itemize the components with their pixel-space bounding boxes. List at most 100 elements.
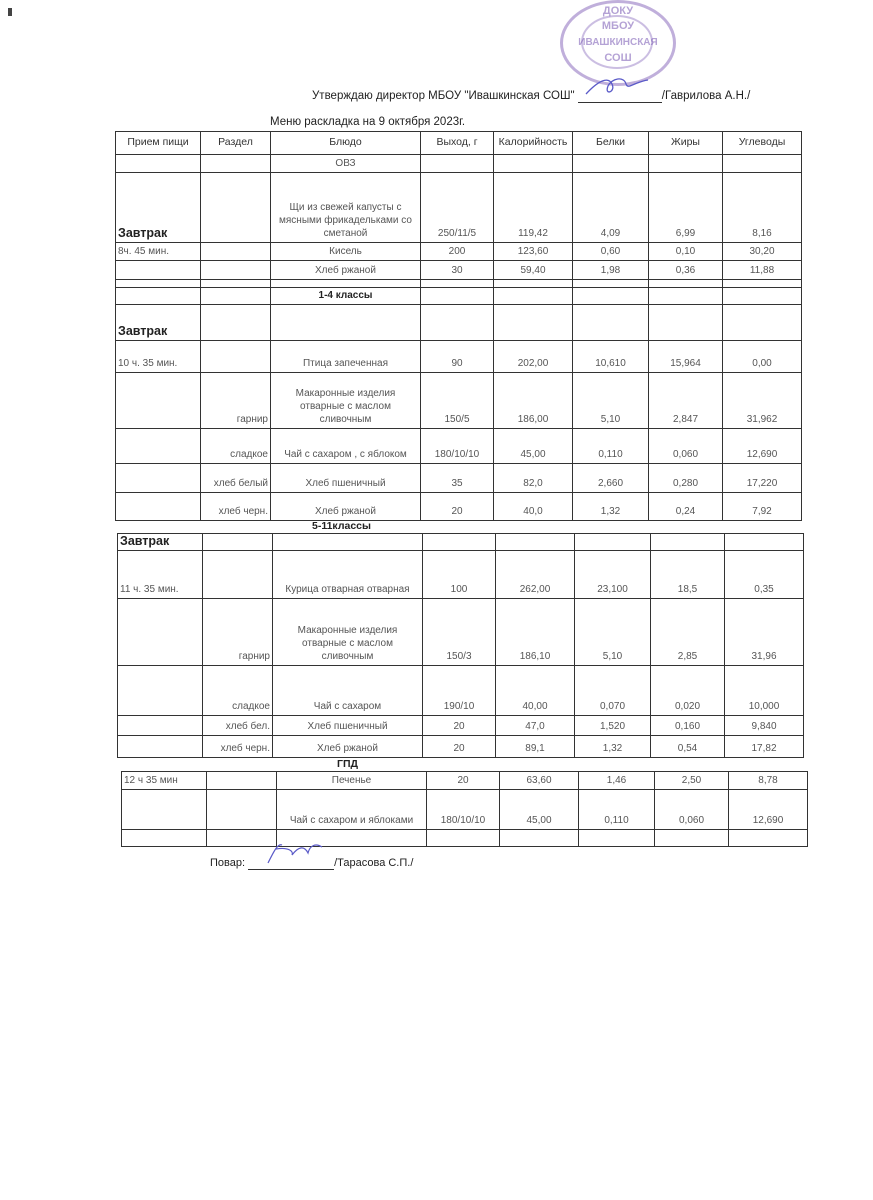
- meal-cell: 11 ч. 35 мин.: [117, 550, 203, 599]
- director-name: /Гаврилова А.Н./: [661, 90, 751, 102]
- yield-cell: 250/11/5: [420, 172, 494, 243]
- calories-cell: 202,00: [493, 340, 573, 373]
- menu-table-main: Прием пищи Раздел Блюдо Выход, г Калорийност…: [115, 131, 802, 521]
- fat-cell: 15,964: [648, 340, 723, 373]
- yield-cell: 180/10/10: [420, 428, 494, 464]
- yield-cell: 150/3: [422, 598, 496, 666]
- meal-cell: [115, 428, 201, 464]
- fat-cell: 2,85: [650, 598, 725, 666]
- carbs-cell: 30,20: [722, 242, 802, 261]
- table-row: Чай с сахаром и яблоками 180/10/10 45,00 0,…: [121, 789, 808, 830]
- table-row: Завтрак: [115, 304, 802, 341]
- column-header: Выход, г: [420, 131, 494, 155]
- yield-cell: 20: [422, 715, 496, 736]
- protein-cell: 5,10: [572, 372, 649, 429]
- section-cell: гарнир: [202, 598, 273, 666]
- cook-label: Повар:: [210, 857, 249, 869]
- approval-line: Утверждаю директор МБОУ "Ивашкинская СОШ…: [312, 78, 751, 103]
- calories-cell: [493, 154, 573, 173]
- section-cell: [200, 172, 271, 243]
- calories-cell: [493, 287, 573, 305]
- table-row: 11 ч. 35 мин. Курица отварная отварная 100…: [117, 550, 804, 599]
- section-cell: [200, 304, 271, 341]
- section-cell: хлеб черн.: [202, 735, 273, 758]
- protein-cell: 1,520: [574, 715, 651, 736]
- protein-cell: 0,110: [572, 428, 649, 464]
- section-title-gpd: ГПД: [337, 758, 358, 770]
- school-stamp: ДОКУ МБОУ ИВАШКИНСКАЯ СОШ: [560, 0, 676, 86]
- carbs-cell: 31,96: [724, 598, 804, 666]
- yield-cell: 20: [422, 735, 496, 758]
- section-cell: [206, 789, 277, 830]
- carbs-cell: 10,000: [724, 665, 804, 716]
- dish-cell: Чай с сахаром и яблоками: [276, 789, 427, 830]
- dish-cell: [270, 279, 421, 288]
- section-cell: [200, 154, 271, 173]
- menu-table-5-11: Завтрак 11 ч. 35 мин. Курица отварная отва…: [117, 533, 804, 758]
- carbs-cell: 0,35: [724, 550, 804, 599]
- protein-cell: 2,660: [572, 463, 649, 493]
- column-header: Прием пищи: [115, 131, 201, 155]
- dish-cell: 1-4 классы: [270, 287, 421, 305]
- meal-cell: [115, 372, 201, 429]
- carbs-cell: 7,92: [722, 492, 802, 521]
- meal-cell: [117, 598, 203, 666]
- fat-cell: 0,060: [654, 789, 729, 830]
- carbs-cell: 9,840: [724, 715, 804, 736]
- carbs-cell: 8,78: [728, 771, 808, 790]
- carbs-cell: [722, 154, 802, 173]
- column-header: Калорийность: [493, 131, 573, 155]
- dish-cell: [270, 304, 421, 341]
- table-row: хлеб белый Хлеб пшеничный 35 82,0 2,660 0,280…: [115, 463, 802, 493]
- carbs-cell: 12,690: [722, 428, 802, 464]
- table-row: 12 ч 35 мин Печенье 20 63,60 1,46 2,50 8,78: [121, 771, 808, 790]
- section-cell: хлеб черн.: [200, 492, 271, 521]
- carbs-cell: 0,00: [722, 340, 802, 373]
- calories-cell: 45,00: [499, 789, 579, 830]
- yield-cell: 180/10/10: [426, 789, 500, 830]
- section-cell: сладкое: [200, 428, 271, 464]
- dish-cell: Макаронные изделия отварные с маслом сли…: [272, 598, 423, 666]
- menu-table-gpd: 12 ч 35 мин Печенье 20 63,60 1,46 2,50 8,78 Чай…: [121, 771, 808, 847]
- section-cell: [206, 771, 277, 790]
- yield-cell: [420, 304, 494, 341]
- protein-cell: 1,98: [572, 260, 649, 280]
- director-signature: [577, 78, 662, 103]
- carbs-cell: 8,16: [722, 172, 802, 243]
- carbs-cell: 17,82: [724, 735, 804, 758]
- calories-cell: 89,1: [495, 735, 575, 758]
- column-header: Блюдо: [270, 131, 421, 155]
- yield-cell: 20: [420, 492, 494, 521]
- dish-cell: Чай с сахаром , с яблоком: [270, 428, 421, 464]
- dish-cell: Печенье: [276, 771, 427, 790]
- calories-cell: 59,40: [493, 260, 573, 280]
- protein-cell: [574, 533, 651, 551]
- section-cell: хлеб бел.: [202, 715, 273, 736]
- dish-cell: Хлеб пшеничный: [270, 463, 421, 493]
- calories-cell: 119,42: [493, 172, 573, 243]
- calories-cell: [495, 533, 575, 551]
- dish-cell: Хлеб ржаной: [270, 260, 421, 280]
- table-row: сладкое Чай с сахаром 190/10 40,00 0,070 0,02…: [117, 665, 804, 716]
- calories-cell: 123,60: [493, 242, 573, 261]
- carbs-cell: [728, 829, 808, 847]
- protein-cell: 1,46: [578, 771, 655, 790]
- carbs-cell: [722, 287, 802, 305]
- meal-cell: [115, 463, 201, 493]
- calories-cell: 186,10: [495, 598, 575, 666]
- meal-cell: [117, 665, 203, 716]
- section-cell: хлеб белый: [200, 463, 271, 493]
- meal-cell: [117, 715, 203, 736]
- meal-cell: [115, 154, 201, 173]
- fat-cell: 2,847: [648, 372, 723, 429]
- carbs-cell: [722, 279, 802, 288]
- yield-cell: 90: [420, 340, 494, 373]
- yield-cell: 30: [420, 260, 494, 280]
- dish-cell: Хлеб пшеничный: [272, 715, 423, 736]
- table-row: ОВЗ: [115, 154, 802, 173]
- protein-cell: [572, 287, 649, 305]
- meal-cell: 10 ч. 35 мин.: [115, 340, 201, 373]
- calories-cell: [493, 304, 573, 341]
- yield-cell: 200: [420, 242, 494, 261]
- meal-cell: [121, 829, 207, 847]
